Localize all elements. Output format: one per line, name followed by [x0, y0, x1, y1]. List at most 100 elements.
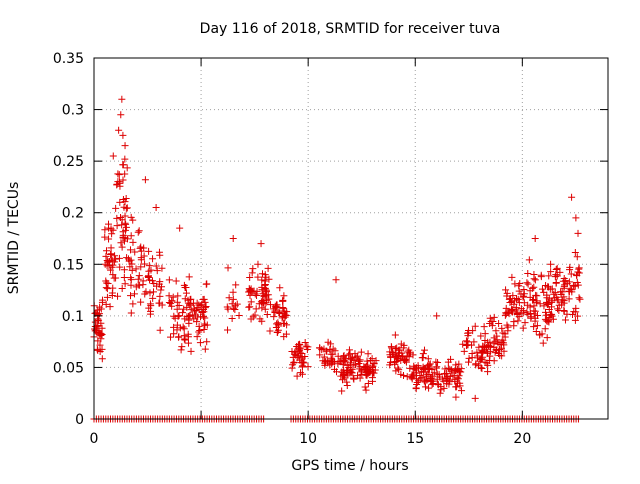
outlier-point — [568, 193, 576, 201]
data-point — [265, 275, 273, 283]
data-point — [118, 216, 126, 224]
data-point — [106, 258, 114, 266]
data-point — [341, 358, 349, 366]
data-point — [229, 295, 237, 303]
data-point — [349, 353, 357, 361]
data-point — [542, 281, 550, 289]
data-point — [165, 299, 173, 307]
data-point — [360, 363, 368, 371]
data-point — [115, 254, 123, 262]
data-point — [339, 357, 347, 365]
data-point — [127, 232, 135, 240]
data-point — [558, 288, 566, 296]
data-point — [121, 234, 129, 242]
data-point — [510, 318, 518, 326]
data-point — [103, 285, 111, 293]
data-point — [519, 309, 527, 317]
data-point — [120, 273, 128, 281]
tick-layer: 0 0.05 0.1 0.15 0.2 0.25 0.3 0.35 0 5 10 15 20 — [53, 51, 608, 447]
data-point — [127, 309, 135, 317]
chart-title: Day 116 of 2018, SRMTID for receiver tuv… — [200, 21, 501, 37]
data-point — [262, 286, 270, 294]
data-point — [225, 294, 233, 302]
data-point — [196, 327, 204, 335]
data-point — [290, 359, 298, 367]
data-point — [98, 298, 106, 306]
data-point — [523, 308, 531, 316]
data-point — [435, 371, 443, 379]
data-point — [492, 327, 500, 335]
data-point — [281, 313, 289, 321]
data-point — [571, 282, 579, 290]
outlier-point — [121, 142, 129, 150]
data-point — [458, 387, 466, 395]
data-point — [103, 262, 111, 270]
data-point — [563, 280, 571, 288]
data-point — [465, 354, 473, 362]
data-point — [469, 327, 477, 335]
data-point — [135, 227, 143, 235]
data-point — [152, 262, 160, 270]
outlier-point — [433, 312, 441, 320]
data-point — [175, 312, 183, 320]
data-point — [137, 254, 145, 262]
data-point — [126, 263, 134, 271]
x-tick-label: 0 — [90, 431, 99, 447]
y-tick-label: 0.2 — [62, 206, 84, 222]
data-point — [118, 221, 126, 229]
data-point — [425, 384, 433, 392]
data-point — [181, 336, 189, 344]
data-point — [549, 315, 557, 323]
data-point — [156, 326, 164, 334]
data-point — [548, 285, 556, 293]
data-point — [121, 198, 129, 206]
data-point — [175, 333, 183, 341]
data-point — [356, 356, 364, 364]
data-point — [180, 305, 188, 313]
data-point — [498, 324, 506, 332]
data-point — [524, 270, 532, 278]
data-point — [182, 283, 190, 291]
data-point — [544, 299, 552, 307]
data-point — [451, 377, 459, 385]
data-point — [173, 321, 181, 329]
data-point — [464, 341, 472, 349]
data-point — [397, 340, 405, 348]
data-point — [198, 308, 206, 316]
data-point — [424, 355, 432, 363]
data-point — [561, 316, 569, 324]
data-point — [109, 226, 117, 234]
data-point — [419, 353, 427, 361]
data-point — [157, 286, 165, 294]
data-point — [477, 356, 485, 364]
data-point — [504, 327, 512, 335]
data-point — [165, 276, 173, 284]
data-point — [508, 273, 516, 281]
data-point — [96, 341, 104, 349]
data-point — [113, 222, 121, 230]
data-point — [571, 316, 579, 324]
data-point — [338, 376, 346, 384]
data-point — [246, 286, 254, 294]
data-point — [465, 329, 473, 337]
data-point — [362, 386, 370, 394]
data-point — [108, 230, 116, 238]
outlier-point — [257, 240, 265, 248]
data-point — [185, 319, 193, 327]
outlier-point — [117, 111, 125, 119]
data-point — [184, 339, 192, 347]
data-point — [506, 299, 514, 307]
data-point — [364, 350, 372, 358]
data-point — [369, 377, 377, 385]
data-point — [324, 338, 332, 346]
data-point — [122, 204, 130, 212]
data-point — [363, 357, 371, 365]
data-point — [495, 319, 503, 327]
data-point — [361, 363, 369, 371]
data-point — [481, 337, 489, 345]
data-point — [295, 340, 303, 348]
data-point — [504, 308, 512, 316]
data-point — [496, 345, 504, 353]
